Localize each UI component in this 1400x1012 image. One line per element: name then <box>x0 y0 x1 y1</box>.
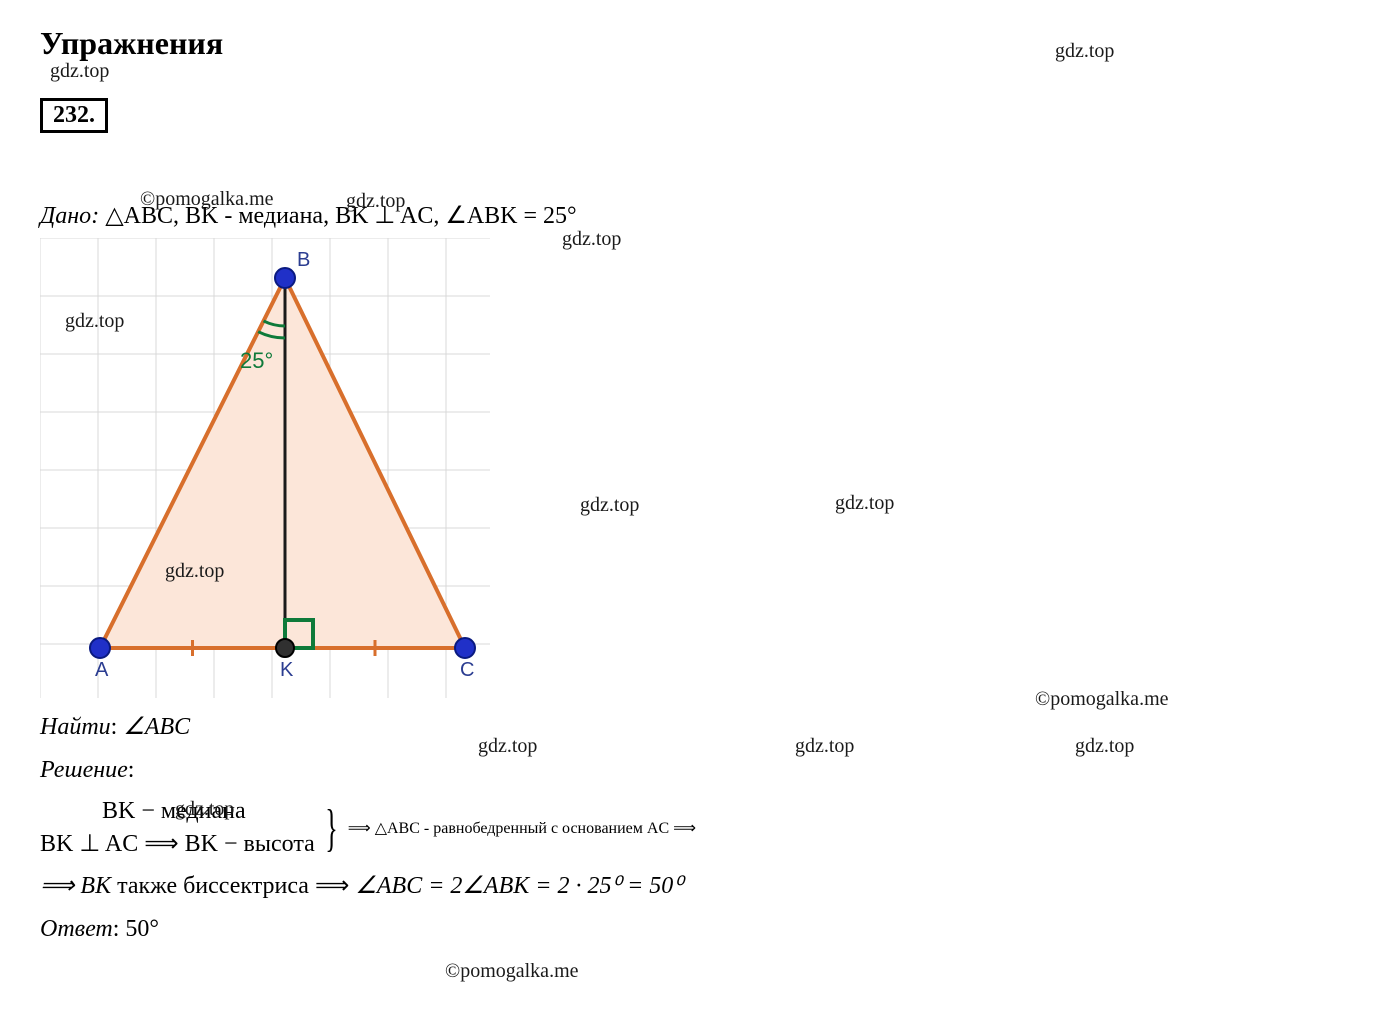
implies-1: ⟹ <box>138 831 184 857</box>
watermark-pomogalka: ©pomogalka.me <box>1035 688 1169 711</box>
bk-height-text: − высота <box>218 831 315 857</box>
solution-brace-row: BK − медиана BK ⊥ AC ⟹ BK − высота } ⟹ △… <box>40 795 1360 862</box>
bk-median-var: BK <box>102 798 135 824</box>
watermark-gdz: gdz.top <box>1075 735 1134 758</box>
exercise-number: 232. <box>40 98 108 133</box>
svg-text:A: A <box>95 659 109 681</box>
watermark-gdz: gdz.top <box>50 60 109 83</box>
watermark-gdz: gdz.top <box>165 560 224 583</box>
watermark-gdz: gdz.top <box>1055 40 1114 63</box>
bk-height-var: BK <box>185 831 218 857</box>
l4a: ⟹ BK <box>40 873 111 899</box>
given-label: Дано <box>40 203 91 229</box>
find-value: ∠ABC <box>123 714 190 740</box>
answer-line: Ответ: 50° <box>40 910 1360 948</box>
after-brace-1: ⟹ △ABC - равнобедренный с основанием AC … <box>348 818 696 838</box>
bk-perp: BK ⊥ AC <box>40 831 138 857</box>
svg-text:B: B <box>297 249 310 271</box>
watermark-gdz: gdz.top <box>175 798 234 821</box>
triangle-diagram: 25° A B C K <box>40 238 490 698</box>
page-heading: Упражнения <box>40 25 1360 62</box>
l4b: также биссектриса ⟹ <box>111 873 355 899</box>
answer-value: 50° <box>125 916 159 942</box>
find-label: Найти <box>40 714 111 740</box>
solution-line-4: ⟹ BK также биссектриса ⟹ ∠ABC = 2∠ABK = … <box>40 867 1360 905</box>
answer-label: Ответ <box>40 916 113 942</box>
svg-text:C: C <box>460 659 474 681</box>
svg-text:25°: 25° <box>240 348 273 373</box>
watermark-gdz: gdz.top <box>795 735 854 758</box>
watermark-pomogalka: ©pomogalka.me <box>140 188 274 211</box>
watermark-gdz: gdz.top <box>346 190 405 213</box>
find-line: Найти: ∠ABC <box>40 708 1360 746</box>
watermark-gdz: gdz.top <box>580 494 639 517</box>
l4c: ∠ABC = 2∠ABK = 2 · 25⁰ = 50⁰ <box>355 873 683 899</box>
solution-label: Решение <box>40 757 128 783</box>
watermark-gdz: gdz.top <box>835 492 894 515</box>
svg-text:K: K <box>280 659 294 681</box>
watermark-gdz: gdz.top <box>478 735 537 758</box>
curly-brace-icon: } <box>325 813 337 844</box>
watermark-pomogalka: ©pomogalka.me <box>445 960 579 983</box>
watermark-gdz: gdz.top <box>562 228 621 251</box>
watermark-gdz: gdz.top <box>65 310 124 333</box>
solution-label-line: Решение: <box>40 751 1360 789</box>
